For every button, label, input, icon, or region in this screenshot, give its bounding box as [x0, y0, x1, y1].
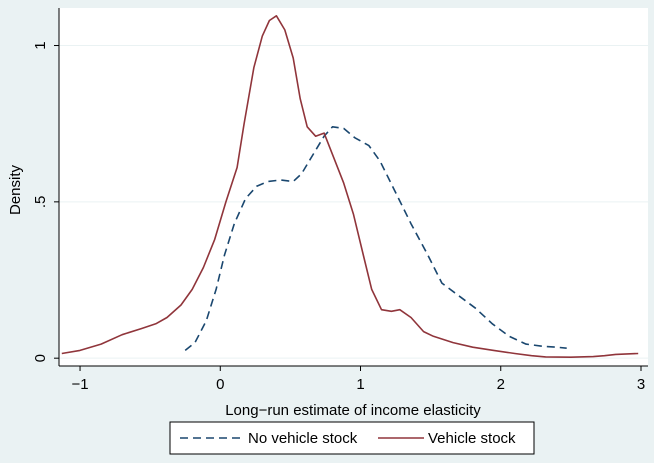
y-axis-ticks: 0.51 [32, 41, 59, 362]
legend-label-vehicle-stock: Vehicle stock [428, 430, 516, 447]
x-tick-label: 3 [637, 376, 645, 393]
y-tick-label: .5 [32, 196, 49, 209]
x-axis-ticks: −1 0 1 2 3 [71, 366, 645, 393]
series-line-no-vehicle-stock [184, 126, 567, 352]
grid-lines [59, 45, 648, 359]
legend: No vehicle stock Vehicle stock [169, 421, 535, 455]
y-axis-title: Density [7, 164, 24, 215]
legend-box [169, 421, 535, 455]
y-tick-label: 1 [32, 41, 49, 49]
series-lines [61, 15, 639, 358]
series-line-vehicle-stock [61, 15, 639, 358]
legend-label-no-vehicle-stock: No vehicle stock [248, 430, 358, 447]
x-tick-label: 1 [356, 376, 364, 393]
x-tick-label: 2 [497, 376, 505, 393]
plot-area [59, 8, 648, 366]
y-tick-label: 0 [32, 354, 49, 362]
x-tick-label: 0 [216, 376, 224, 393]
x-axis-title: Long−run estimate of income elasticity [225, 402, 481, 419]
x-tick-label: −1 [71, 376, 88, 393]
